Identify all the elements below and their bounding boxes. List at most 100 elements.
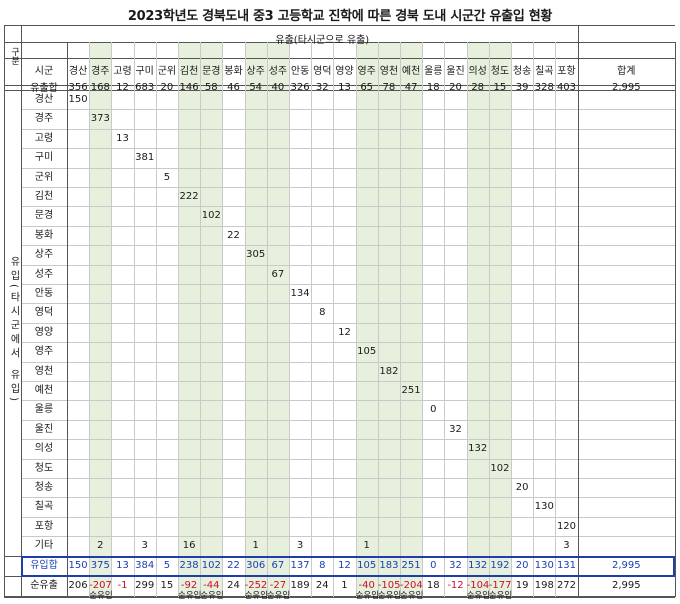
grid-line (21, 458, 675, 460)
corner-label: 구분 (9, 47, 19, 65)
row-label: 군위 (34, 171, 54, 183)
net-flow-cell: -204 (400, 579, 423, 591)
outflow-total-cell: 18 (426, 82, 440, 93)
highlight-band (400, 42, 423, 597)
highlight-band (377, 42, 400, 597)
net-flow-cell: 15 (160, 579, 174, 591)
grid-line (21, 478, 675, 479)
column-header: 영천 (379, 66, 399, 77)
grid-line (466, 42, 468, 597)
column-header: 영주 (357, 66, 376, 77)
grid-line (21, 497, 675, 499)
outflow-total-cell: 58 (204, 82, 218, 93)
inflow-total-cell: 105 (357, 559, 377, 571)
highlight-band (178, 42, 201, 597)
net-flow-cell: 1 (341, 579, 348, 591)
grid-line (21, 206, 675, 208)
net-flow-cell: 198 (534, 579, 554, 591)
grid-line (21, 167, 675, 169)
matrix-cell: 134 (290, 288, 310, 299)
inflow-total-cell: 384 (135, 559, 155, 571)
outflow-total-cell: 28 (471, 82, 485, 93)
net-flow-cell: -44 (203, 579, 220, 591)
net-flow-cell: -27 (269, 579, 287, 591)
inflow-total-cell: 131 (556, 559, 577, 571)
grid-line (21, 381, 675, 382)
net-flow-cell: -12 (447, 579, 464, 591)
grid-line (289, 42, 290, 597)
grid-line (4, 25, 675, 26)
grid-line (21, 148, 675, 150)
outflow-total-cell: 12 (116, 82, 129, 93)
outflow-total-cell: 20 (449, 82, 462, 93)
grid-line (21, 245, 675, 247)
grid-line (21, 322, 675, 324)
net-inflow-mark: 순유입 (400, 590, 424, 601)
matrix-cell: 105 (357, 346, 377, 358)
outflow-total-cell: 328 (534, 82, 554, 93)
sigun-header: 시군 (34, 66, 54, 77)
grid-line (377, 42, 379, 597)
matrix-cell: 305 (246, 249, 266, 261)
inflow-total-cell: 12 (338, 559, 351, 571)
column-header: 포항 (557, 66, 576, 77)
grid-line (222, 42, 224, 597)
grid-line (355, 42, 357, 597)
net-flow-cell: -1 (117, 579, 128, 591)
net-inflow-mark: 순유입 (266, 590, 291, 601)
net-flow-cell: 189 (290, 579, 310, 591)
net-inflow-mark: 순유입 (200, 590, 224, 601)
column-header: 경주 (91, 66, 110, 77)
grid-line (21, 128, 675, 130)
other-cell: 3 (563, 540, 570, 552)
net-flow-cell: -252 (244, 579, 268, 591)
inflow-total-cell: 238 (179, 559, 199, 571)
inflow-total-cell: 67 (271, 559, 285, 571)
column-header: 청송 (512, 66, 532, 77)
other-cell: 3 (141, 540, 148, 552)
outflow-total-cell: 39 (515, 82, 529, 93)
column-header: 경산 (68, 66, 88, 77)
net-flow-cell: -40 (358, 579, 375, 591)
row-label: 김천 (34, 191, 54, 202)
outflow-total-cell: 65 (360, 82, 374, 93)
row-label: 영천 (34, 365, 54, 377)
column-header: 성주 (268, 66, 288, 77)
inflow-total-cell: 132 (468, 559, 488, 571)
column-header: 봉화 (224, 66, 243, 77)
grid-line (89, 42, 91, 597)
grid-line (444, 42, 446, 597)
grid-line (400, 42, 401, 597)
highlight-band (488, 42, 511, 597)
net-flow-cell: 299 (135, 579, 155, 591)
grid-line (133, 42, 135, 597)
column-header: 고령 (113, 66, 132, 77)
outflow-total-cell: 13 (338, 82, 351, 93)
outflow-total-cell: 20 (160, 82, 174, 93)
inflow-total-cell: 20 (515, 559, 529, 571)
net-flow-label: 순유출 (30, 579, 58, 591)
total-header: 합계 (617, 66, 636, 77)
matrix-cell: 132 (468, 443, 488, 455)
grid-line (21, 361, 675, 363)
grid-line (266, 42, 268, 597)
matrix-cell: 5 (163, 171, 171, 183)
grid-line (533, 42, 535, 597)
column-header: 군위 (157, 66, 177, 77)
matrix-cell: 381 (135, 152, 155, 164)
net-flow-cell: -104 (466, 579, 490, 591)
matrix-cell: 0 (430, 404, 437, 416)
row-label: 성주 (34, 268, 54, 280)
outflow-total-cell: 403 (556, 82, 577, 93)
row-label: 경주 (34, 113, 54, 125)
matrix-cell: 150 (68, 94, 88, 105)
grid-line (4, 597, 675, 598)
grid-line (21, 264, 675, 266)
matrix-cell: 32 (449, 423, 462, 435)
grid-line (200, 42, 202, 597)
grid-line (21, 400, 675, 402)
inflow-total-cell: 130 (534, 559, 554, 571)
grid-line (21, 25, 22, 597)
grid-line (21, 342, 675, 344)
grid-line (311, 42, 313, 597)
